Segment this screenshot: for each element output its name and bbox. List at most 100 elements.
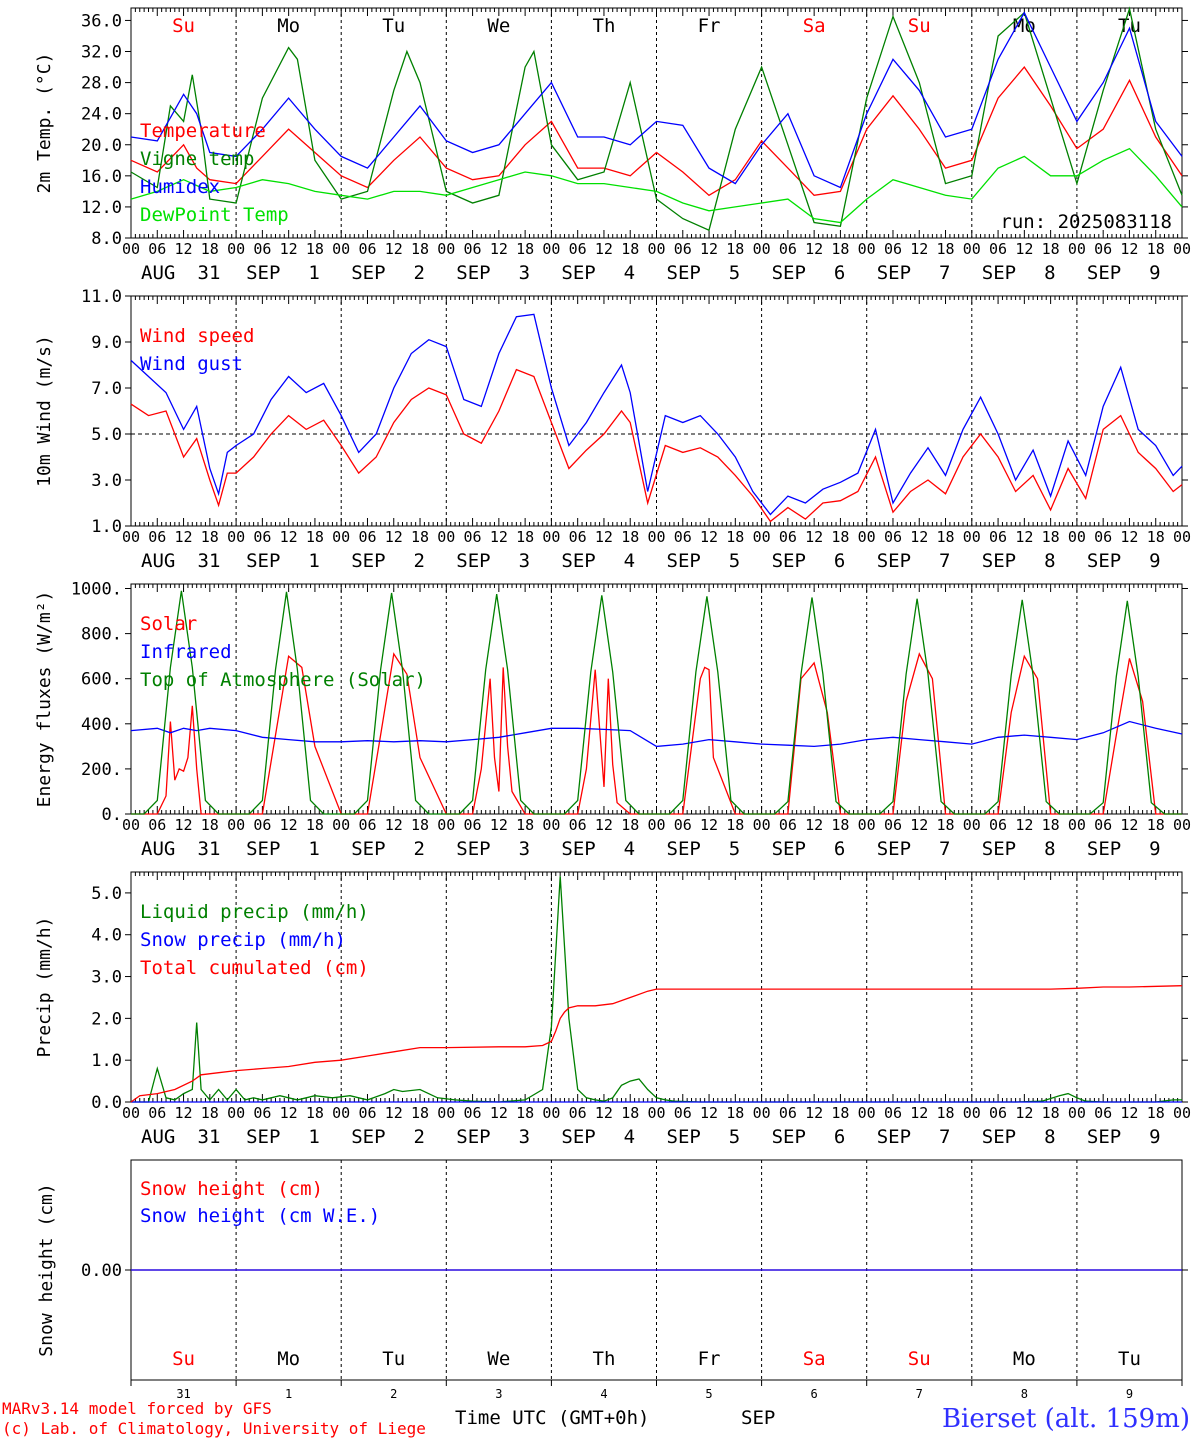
date-day-label: 2 xyxy=(413,550,424,572)
date-day-label: 9 xyxy=(1149,1126,1160,1148)
date-day-label: 31 xyxy=(198,262,221,284)
hour-tick-label: 00 xyxy=(437,816,455,834)
hour-tick-label: 18 xyxy=(516,240,534,258)
date-day-label: 5 xyxy=(729,550,740,572)
hour-tick-label: 18 xyxy=(201,240,219,258)
hour-tick-label: 06 xyxy=(464,240,482,258)
hour-tick-label: 18 xyxy=(726,240,744,258)
hour-tick-label: 00 xyxy=(963,816,981,834)
hour-tick-label: 00 xyxy=(437,240,455,258)
date-day-label: 2 xyxy=(413,262,424,284)
hour-tick-label: 12 xyxy=(910,240,928,258)
hour-tick-label: 18 xyxy=(1042,1104,1060,1122)
date-month-label: SEP xyxy=(877,550,911,572)
hour-tick-label: 06 xyxy=(569,1104,587,1122)
date-day-label: 1 xyxy=(308,262,319,284)
legend-entry: Temperature xyxy=(140,120,266,142)
hour-tick-label: 06 xyxy=(989,1104,1007,1122)
hour-tick-label: 18 xyxy=(831,816,849,834)
hour-tick-label: 12 xyxy=(175,816,193,834)
hour-tick-label: 06 xyxy=(253,240,271,258)
hour-tick-label: 18 xyxy=(1147,528,1165,546)
hour-tick-label: 00 xyxy=(753,816,771,834)
legend-entry: Solar xyxy=(140,613,197,635)
hour-tick-label: 12 xyxy=(1120,1104,1138,1122)
hour-tick-label: 12 xyxy=(910,816,928,834)
hour-tick-label: 00 xyxy=(1173,528,1191,546)
y-tick-label: 3.0 xyxy=(91,471,122,491)
panel-precip: 00 06 12 18 00 06 12 18 00 06 12 18 00 06 12 18 00 06 12 18… xyxy=(34,871,1191,1148)
hour-tick-label: 12 xyxy=(490,528,508,546)
hour-tick-label: 12 xyxy=(1015,240,1033,258)
y-tick-label: 1000. xyxy=(71,580,122,600)
hour-tick-label: 18 xyxy=(936,240,954,258)
hour-tick-label: 00 xyxy=(963,528,981,546)
hour-tick-label: 00 xyxy=(963,1104,981,1122)
day-of-week-label: Su xyxy=(908,15,931,37)
date-day-label: 5 xyxy=(729,1126,740,1148)
date-month-label: SEP xyxy=(772,262,806,284)
date-day-label: 3 xyxy=(519,1126,530,1148)
legend-entry: DewPoint Temp xyxy=(140,204,289,226)
hour-tick-label: 18 xyxy=(1042,240,1060,258)
legend-entry: Wind speed xyxy=(140,325,254,347)
hour-tick-label: 00 xyxy=(1173,240,1191,258)
date-day-label: 31 xyxy=(198,838,221,860)
day-of-week-label: Th xyxy=(593,15,616,37)
day-of-week-label: We xyxy=(487,15,510,37)
date-month-label: SEP xyxy=(667,1126,701,1148)
date-month-label: SEP xyxy=(246,838,280,860)
hour-tick-label: 18 xyxy=(726,528,744,546)
hour-tick-label: 18 xyxy=(621,240,639,258)
hour-tick-label: 00 xyxy=(1173,1104,1191,1122)
hour-tick-label: 06 xyxy=(674,240,692,258)
hour-tick-label: 00 xyxy=(647,528,665,546)
date-month-label: AUG xyxy=(141,550,175,572)
y-axis-label: 10m Wind (m/s) xyxy=(34,335,55,487)
y-tick-label: 7.0 xyxy=(91,379,122,399)
hour-tick-label: 00 xyxy=(647,1104,665,1122)
hour-tick-label: 12 xyxy=(175,528,193,546)
hour-tick-label: 06 xyxy=(253,528,271,546)
series-line-wind-speed xyxy=(130,368,1183,523)
day-number-label: 4 xyxy=(600,1387,607,1401)
hour-tick-label: 12 xyxy=(805,816,823,834)
hour-tick-label: 12 xyxy=(910,1104,928,1122)
hour-tick-label: 00 xyxy=(858,240,876,258)
day-of-week-label: We xyxy=(487,1348,510,1370)
hour-tick-label: 06 xyxy=(779,816,797,834)
date-month-label: SEP xyxy=(246,1126,280,1148)
date-month-label: SEP xyxy=(456,838,490,860)
day-number-label: 3 xyxy=(495,1387,502,1401)
hour-tick-label: 06 xyxy=(253,816,271,834)
y-tick-label: 9.0 xyxy=(91,333,122,353)
hour-tick-label: 12 xyxy=(385,240,403,258)
hour-tick-label: 00 xyxy=(542,816,560,834)
date-month-label: SEP xyxy=(246,550,280,572)
day-of-week-label: Tu xyxy=(1118,1348,1141,1370)
day-of-week-label: Mo xyxy=(277,15,300,37)
y-tick-label: 12.0 xyxy=(81,198,122,218)
date-month-label: SEP xyxy=(772,550,806,572)
hour-tick-label: 06 xyxy=(253,1104,271,1122)
hour-tick-label: 18 xyxy=(1147,1104,1165,1122)
hour-tick-label: 00 xyxy=(122,528,140,546)
series-line-wind-gust xyxy=(130,313,1183,516)
date-day-label: 4 xyxy=(624,550,635,572)
hour-tick-label: 12 xyxy=(385,1104,403,1122)
hour-tick-label: 12 xyxy=(805,528,823,546)
hour-tick-label: 18 xyxy=(936,528,954,546)
hour-tick-label: 06 xyxy=(989,528,1007,546)
date-day-label: 3 xyxy=(519,262,530,284)
legend-entry: Wind gust xyxy=(140,353,243,375)
y-tick-label: 400. xyxy=(81,715,122,735)
series-line-top-of-atmosphere-solar- xyxy=(131,590,1182,815)
hour-tick-label: 06 xyxy=(569,528,587,546)
hour-tick-label: 12 xyxy=(1120,528,1138,546)
hour-tick-label: 00 xyxy=(437,528,455,546)
date-month-label: SEP xyxy=(982,550,1016,572)
y-tick-label: 1.0 xyxy=(91,1051,122,1071)
hour-tick-label: 00 xyxy=(227,816,245,834)
date-month-label: SEP xyxy=(982,1126,1016,1148)
hour-tick-label: 12 xyxy=(700,816,718,834)
